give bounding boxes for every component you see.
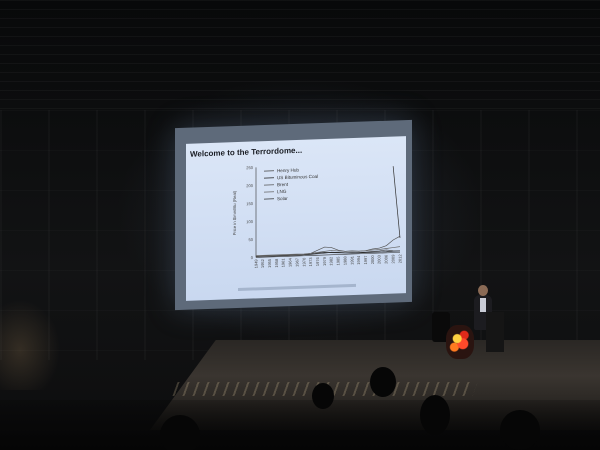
x-tick-label: 2009 [390, 254, 395, 264]
wall-lamp [0, 300, 70, 390]
x-tick-label: 1961 [281, 258, 286, 268]
audience-head [500, 410, 540, 450]
audience-head [160, 415, 200, 450]
x-tick-label: 2006 [384, 254, 389, 264]
x-tick-label: 1967 [294, 257, 299, 267]
ceiling [0, 0, 600, 110]
x-tick-label: 2003 [377, 254, 382, 264]
legend-entry: Henry Hub [277, 167, 299, 173]
legend-entry: Brent [277, 182, 289, 187]
x-axis [256, 252, 400, 258]
legend-entry: Solar [277, 196, 288, 201]
speaker-head [478, 285, 488, 296]
x-tick-label: 1982 [329, 256, 334, 266]
chair [432, 312, 450, 342]
x-tick-label: 1991 [349, 255, 354, 265]
legend-entry: US Bituminous Coal [277, 174, 318, 180]
presentation-slide: Welcome to the Terrordome... 250 200 150 10… [186, 136, 406, 301]
y-tick-label: 250 [246, 165, 253, 170]
y-tick-label: 100 [246, 219, 253, 224]
slide-title: Welcome to the Terrordome... [190, 145, 303, 159]
x-tick-label: 2000 [370, 254, 375, 264]
audience-head [312, 383, 334, 409]
x-tick-label: 1973 [308, 257, 313, 267]
x-tick-label: 1976 [315, 256, 320, 266]
y-tick-label: 50 [249, 237, 254, 242]
x-tick-label: 1985 [336, 256, 341, 266]
series-line [256, 246, 401, 256]
x-tick-label: 2012 [397, 254, 402, 264]
legend-entry: LNG [277, 189, 287, 194]
x-tick-label: 1994 [356, 255, 361, 265]
y-tick-label: 0 [251, 255, 254, 260]
audience-head [370, 367, 396, 397]
line-chart: 250 200 150 100 50 0 Price in $/mmBtu (Real) 19… [232, 165, 402, 269]
x-tick-label: 1949 [253, 259, 258, 269]
speaker-shirt [480, 298, 486, 312]
x-tick-label: 1988 [342, 255, 347, 265]
x-tick-label: 1979 [322, 256, 327, 266]
y-tick-label: 150 [246, 201, 253, 206]
x-tick-label: 1964 [288, 257, 293, 267]
podium [486, 312, 504, 352]
x-tick-label: 1970 [301, 257, 306, 267]
series-line [256, 235, 401, 257]
flower-arrangement [446, 325, 474, 359]
x-tick-label: 1955 [267, 258, 272, 268]
x-tick-label: 1952 [260, 258, 265, 268]
y-axis-title: Price in $/mmBtu (Real) [232, 190, 237, 235]
series-line [392, 166, 401, 239]
y-tick-label: 200 [246, 183, 253, 188]
x-tick-label: 1958 [274, 258, 279, 268]
x-tick-label: 1997 [363, 255, 368, 265]
audience-head [420, 395, 450, 435]
